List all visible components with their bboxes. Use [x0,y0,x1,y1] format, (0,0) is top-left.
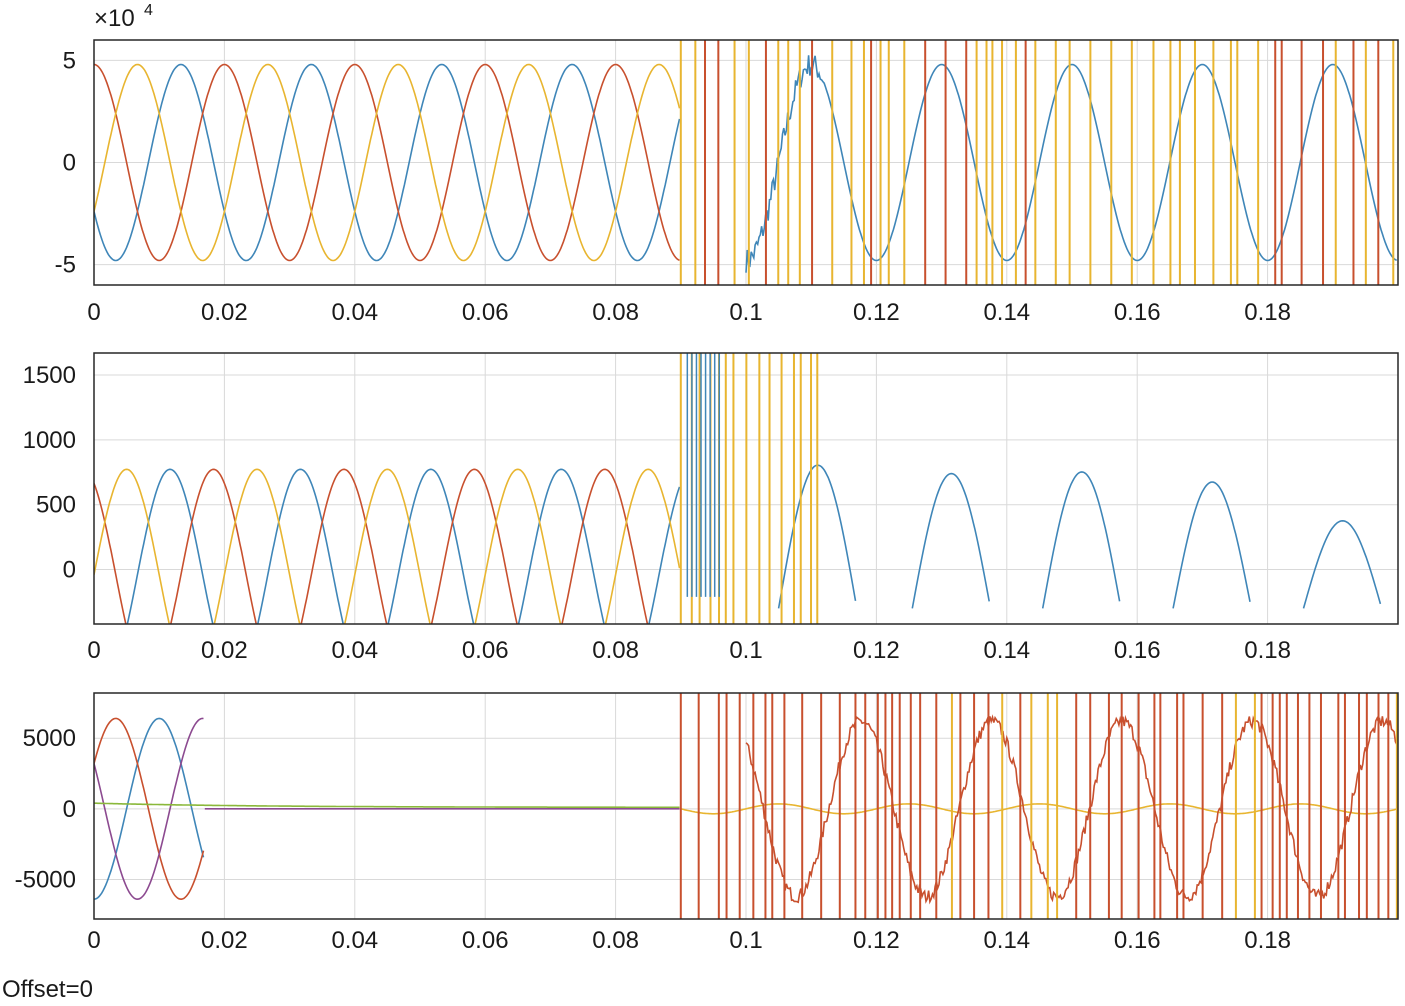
x-tick-label: 0.08 [592,927,639,954]
x-tick-label: 0.04 [331,927,378,954]
x-tick-label: 0 [87,927,100,954]
x-tick-label: 0.18 [1244,299,1291,326]
x-tick-label: 0.18 [1244,927,1291,954]
x-tick-label: 0.08 [592,299,639,326]
series-line-phase-B [94,63,680,262]
axes-box [93,39,1399,286]
x-tick-label: 0 [87,299,100,326]
x-tick-label: 0.02 [201,299,248,326]
y-tick-label: 0 [63,150,76,177]
x-tick-label: 0.1 [729,637,762,664]
x-tick-label: 0.02 [201,637,248,664]
series-line-phase-B [94,717,205,901]
offset-label: Offset=0 [2,976,93,1003]
axes-box [93,692,1399,920]
x-tick-label: 0.12 [853,927,900,954]
series-line-post-fault [745,714,1398,905]
y-tick-label: -5 [55,252,76,279]
voltage-plot: 0 0.02 0.04 0.06 0.08 0.1 0.12 0.14 0.16 0.18 -5 0 5… [55,2,1399,326]
series-line-phase-C [94,63,681,262]
series-line-phase-B [94,468,649,624]
x-tick-label: 0.16 [1114,927,1161,954]
series-line-phase-A [94,717,205,900]
y-tick-label: 0 [63,557,76,584]
x-tick-label: 0.08 [592,637,639,664]
y-tick-label: 1000 [23,427,76,454]
axes-box [93,352,1399,625]
y-exponent-label: ×10 [94,5,135,32]
x-tick-label: 0.1 [729,927,762,954]
y-tick-label: -5000 [15,866,76,893]
data-layer [94,693,1398,919]
y-tick-label: 1500 [23,362,76,389]
x-tick-label: 0.14 [983,927,1030,954]
x-tick-label: 0.16 [1114,637,1161,664]
y-tick-label: 5 [63,47,76,74]
x-tick-label: 0.04 [331,299,378,326]
x-tick-label: 0.06 [462,637,509,664]
series-line-phase-A [94,63,681,262]
x-tick-label: 0 [87,637,100,664]
filter-plot: 0 0.02 0.04 0.06 0.08 0.1 0.12 0.14 0.16 0.18 -500… [15,692,1399,954]
data-layer [94,353,1382,624]
x-tick-label: 0.14 [983,637,1030,664]
data-layer [94,40,1398,285]
x-tick-label: 0.02 [201,927,248,954]
series-line-post-fault-phase [745,55,1398,273]
x-tick-label: 0.04 [331,637,378,664]
x-tick-label: 0.06 [462,299,509,326]
series-line-phase-C [94,468,681,624]
x-tick-label: 0.14 [983,299,1030,326]
y-exponent-power: 4 [144,2,153,19]
current-plot: 0 0.02 0.04 0.06 0.08 0.1 0.12 0.14 0.16 0.18 0 500… [23,352,1399,664]
y-tick-label: 5000 [23,725,76,752]
x-tick-label: 0.16 [1114,299,1161,326]
y-tick-label: 0 [63,796,76,823]
x-tick-label: 0.06 [462,927,509,954]
x-tick-label: 0.12 [853,637,900,664]
x-tick-label: 0.12 [853,299,900,326]
x-tick-label: 0.18 [1244,637,1291,664]
y-tick-label: 500 [36,492,76,519]
series-line-phase-C [94,717,204,901]
series-line-ripple [680,803,1397,815]
x-tick-label: 0.1 [729,299,762,326]
series-line-dc-level [94,802,680,809]
